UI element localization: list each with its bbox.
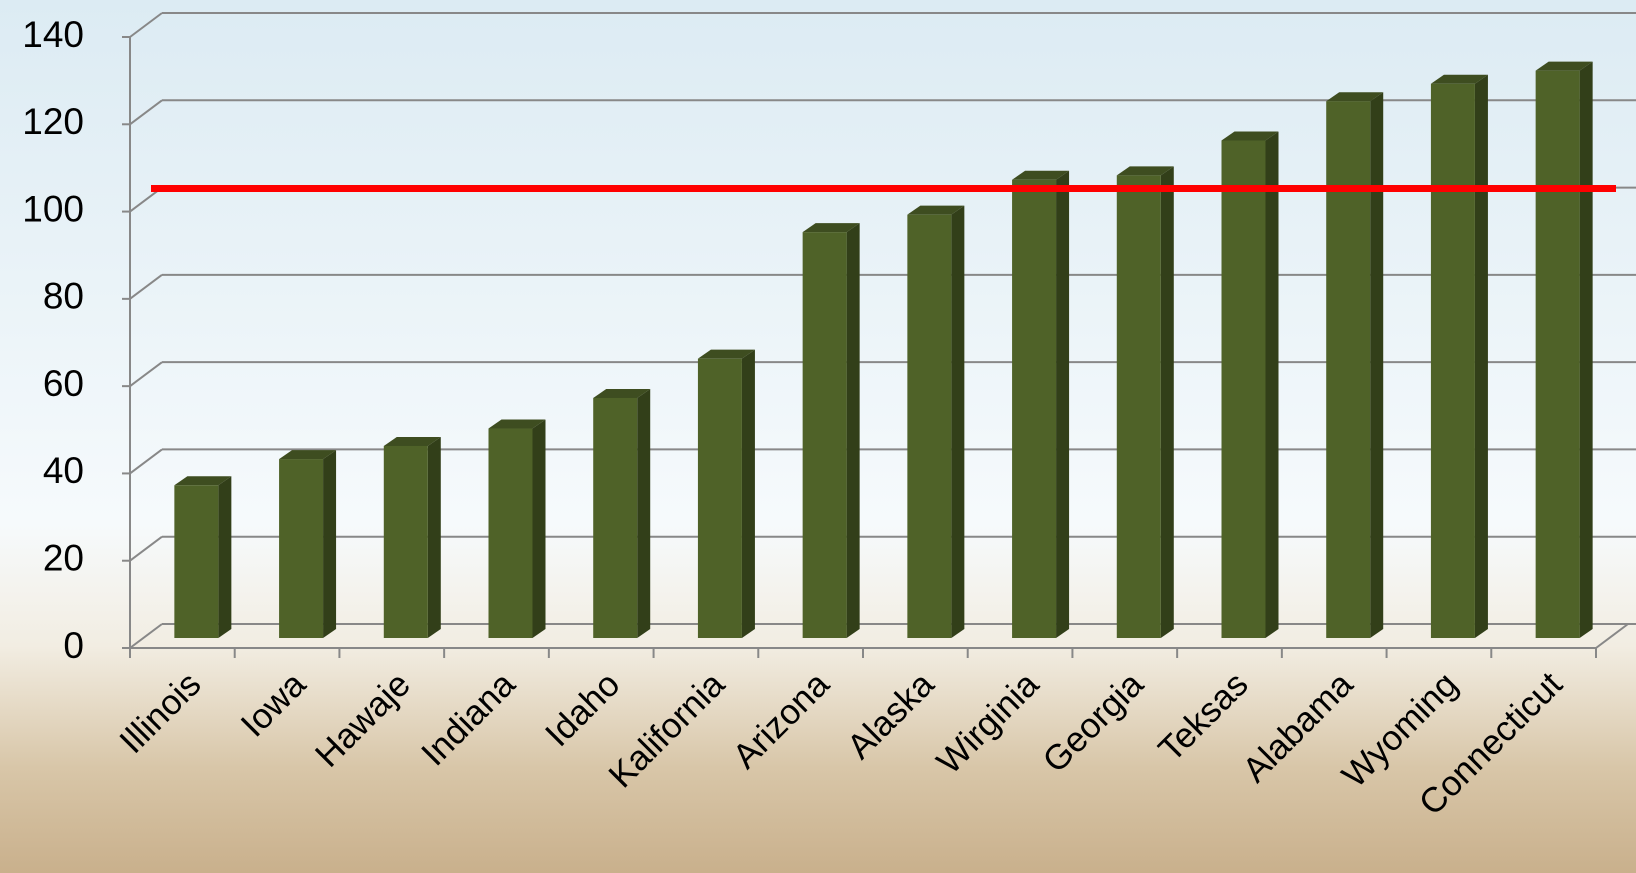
y-tick-label: 80 <box>43 276 84 317</box>
bar-side <box>1160 166 1174 638</box>
bar-top <box>1326 92 1384 102</box>
bar-top <box>697 349 755 359</box>
bar-top <box>488 419 546 429</box>
bar <box>279 459 324 638</box>
bar-top <box>1535 61 1593 71</box>
bar-side <box>1056 170 1070 638</box>
bar-side <box>218 476 232 638</box>
bar <box>1116 175 1161 638</box>
bar <box>1012 179 1057 638</box>
bar-side <box>846 223 860 638</box>
y-tick-label: 120 <box>22 101 84 142</box>
bar-side <box>951 205 965 638</box>
bar-top <box>1221 131 1279 141</box>
bar-side <box>532 419 546 638</box>
grid-line <box>129 361 163 387</box>
bar <box>383 445 428 638</box>
grid-line <box>129 448 163 475</box>
bar <box>174 485 219 638</box>
bar <box>593 397 638 638</box>
y-tick-label: 140 <box>22 14 84 55</box>
y-tick-label: 0 <box>63 625 84 666</box>
grid-line <box>129 274 163 300</box>
grid-line <box>129 12 163 38</box>
bar-side <box>1474 74 1488 638</box>
bar-top <box>1012 170 1070 180</box>
bar-top <box>279 450 337 460</box>
y-tick-label: 40 <box>43 450 84 491</box>
bar-side <box>323 450 337 638</box>
bar-side <box>1579 61 1593 638</box>
grid-line <box>129 623 163 649</box>
bar-top <box>1116 166 1174 176</box>
bar-top <box>593 388 651 398</box>
bar-side <box>741 349 755 638</box>
bar <box>802 232 847 638</box>
bar-top <box>907 205 965 215</box>
bar-top <box>383 436 441 446</box>
bar-side <box>1370 92 1384 638</box>
bar-top <box>802 223 860 233</box>
axis-line <box>1595 623 1629 649</box>
bar <box>488 428 533 638</box>
y-tick-label: 60 <box>43 363 84 404</box>
bar <box>1326 101 1371 638</box>
bar-top <box>1430 74 1488 84</box>
bar-side <box>427 436 441 638</box>
bar-side <box>1265 131 1279 638</box>
bar <box>1535 70 1580 638</box>
bar <box>1221 140 1266 638</box>
y-tick-label: 100 <box>22 188 84 229</box>
bar <box>697 358 742 638</box>
bar-side <box>637 388 651 638</box>
y-tick-label: 20 <box>43 537 84 578</box>
grid-line <box>129 99 163 126</box>
bar-top <box>174 476 232 486</box>
bar <box>1430 83 1475 638</box>
bar <box>907 214 952 638</box>
grid-line <box>129 535 163 562</box>
